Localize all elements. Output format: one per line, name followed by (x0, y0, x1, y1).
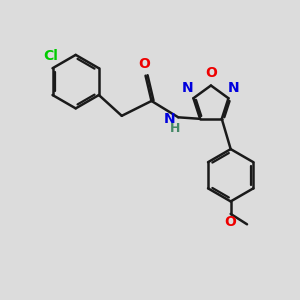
Text: O: O (225, 215, 237, 230)
Text: N: N (182, 81, 194, 95)
Text: O: O (205, 66, 217, 80)
Text: N: N (164, 112, 175, 126)
Text: Cl: Cl (44, 49, 59, 63)
Text: N: N (228, 81, 240, 95)
Text: H: H (170, 122, 181, 135)
Text: O: O (138, 57, 150, 71)
